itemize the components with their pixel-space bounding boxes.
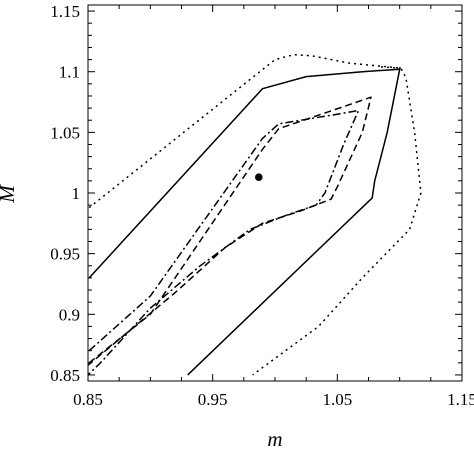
- data-point: [254, 173, 263, 182]
- y-tick-label: 1: [72, 184, 81, 203]
- x-tick-label: 1.15: [447, 390, 474, 409]
- y-axis-title: M: [0, 184, 19, 204]
- y-tick-label: 0.85: [50, 366, 80, 385]
- y-tick-label: 1.05: [50, 123, 80, 142]
- x-tick-label: 0.85: [73, 390, 103, 409]
- series-dashdot-line: [87, 109, 360, 376]
- y-tick-label: 1.15: [50, 2, 80, 21]
- x-tick-label: 0.95: [198, 390, 228, 409]
- y-tick-label: 1.1: [59, 63, 80, 82]
- x-tick-label: 1.05: [322, 390, 352, 409]
- plot-frame: [87, 4, 463, 382]
- series-dashed-line: [87, 96, 372, 366]
- y-tick-label: 0.95: [50, 245, 80, 264]
- series-solid-line: [88, 68, 401, 376]
- series-dotted-line: [88, 53, 422, 376]
- x-axis-title: m: [267, 427, 282, 451]
- y-tick-label: 0.9: [59, 305, 80, 324]
